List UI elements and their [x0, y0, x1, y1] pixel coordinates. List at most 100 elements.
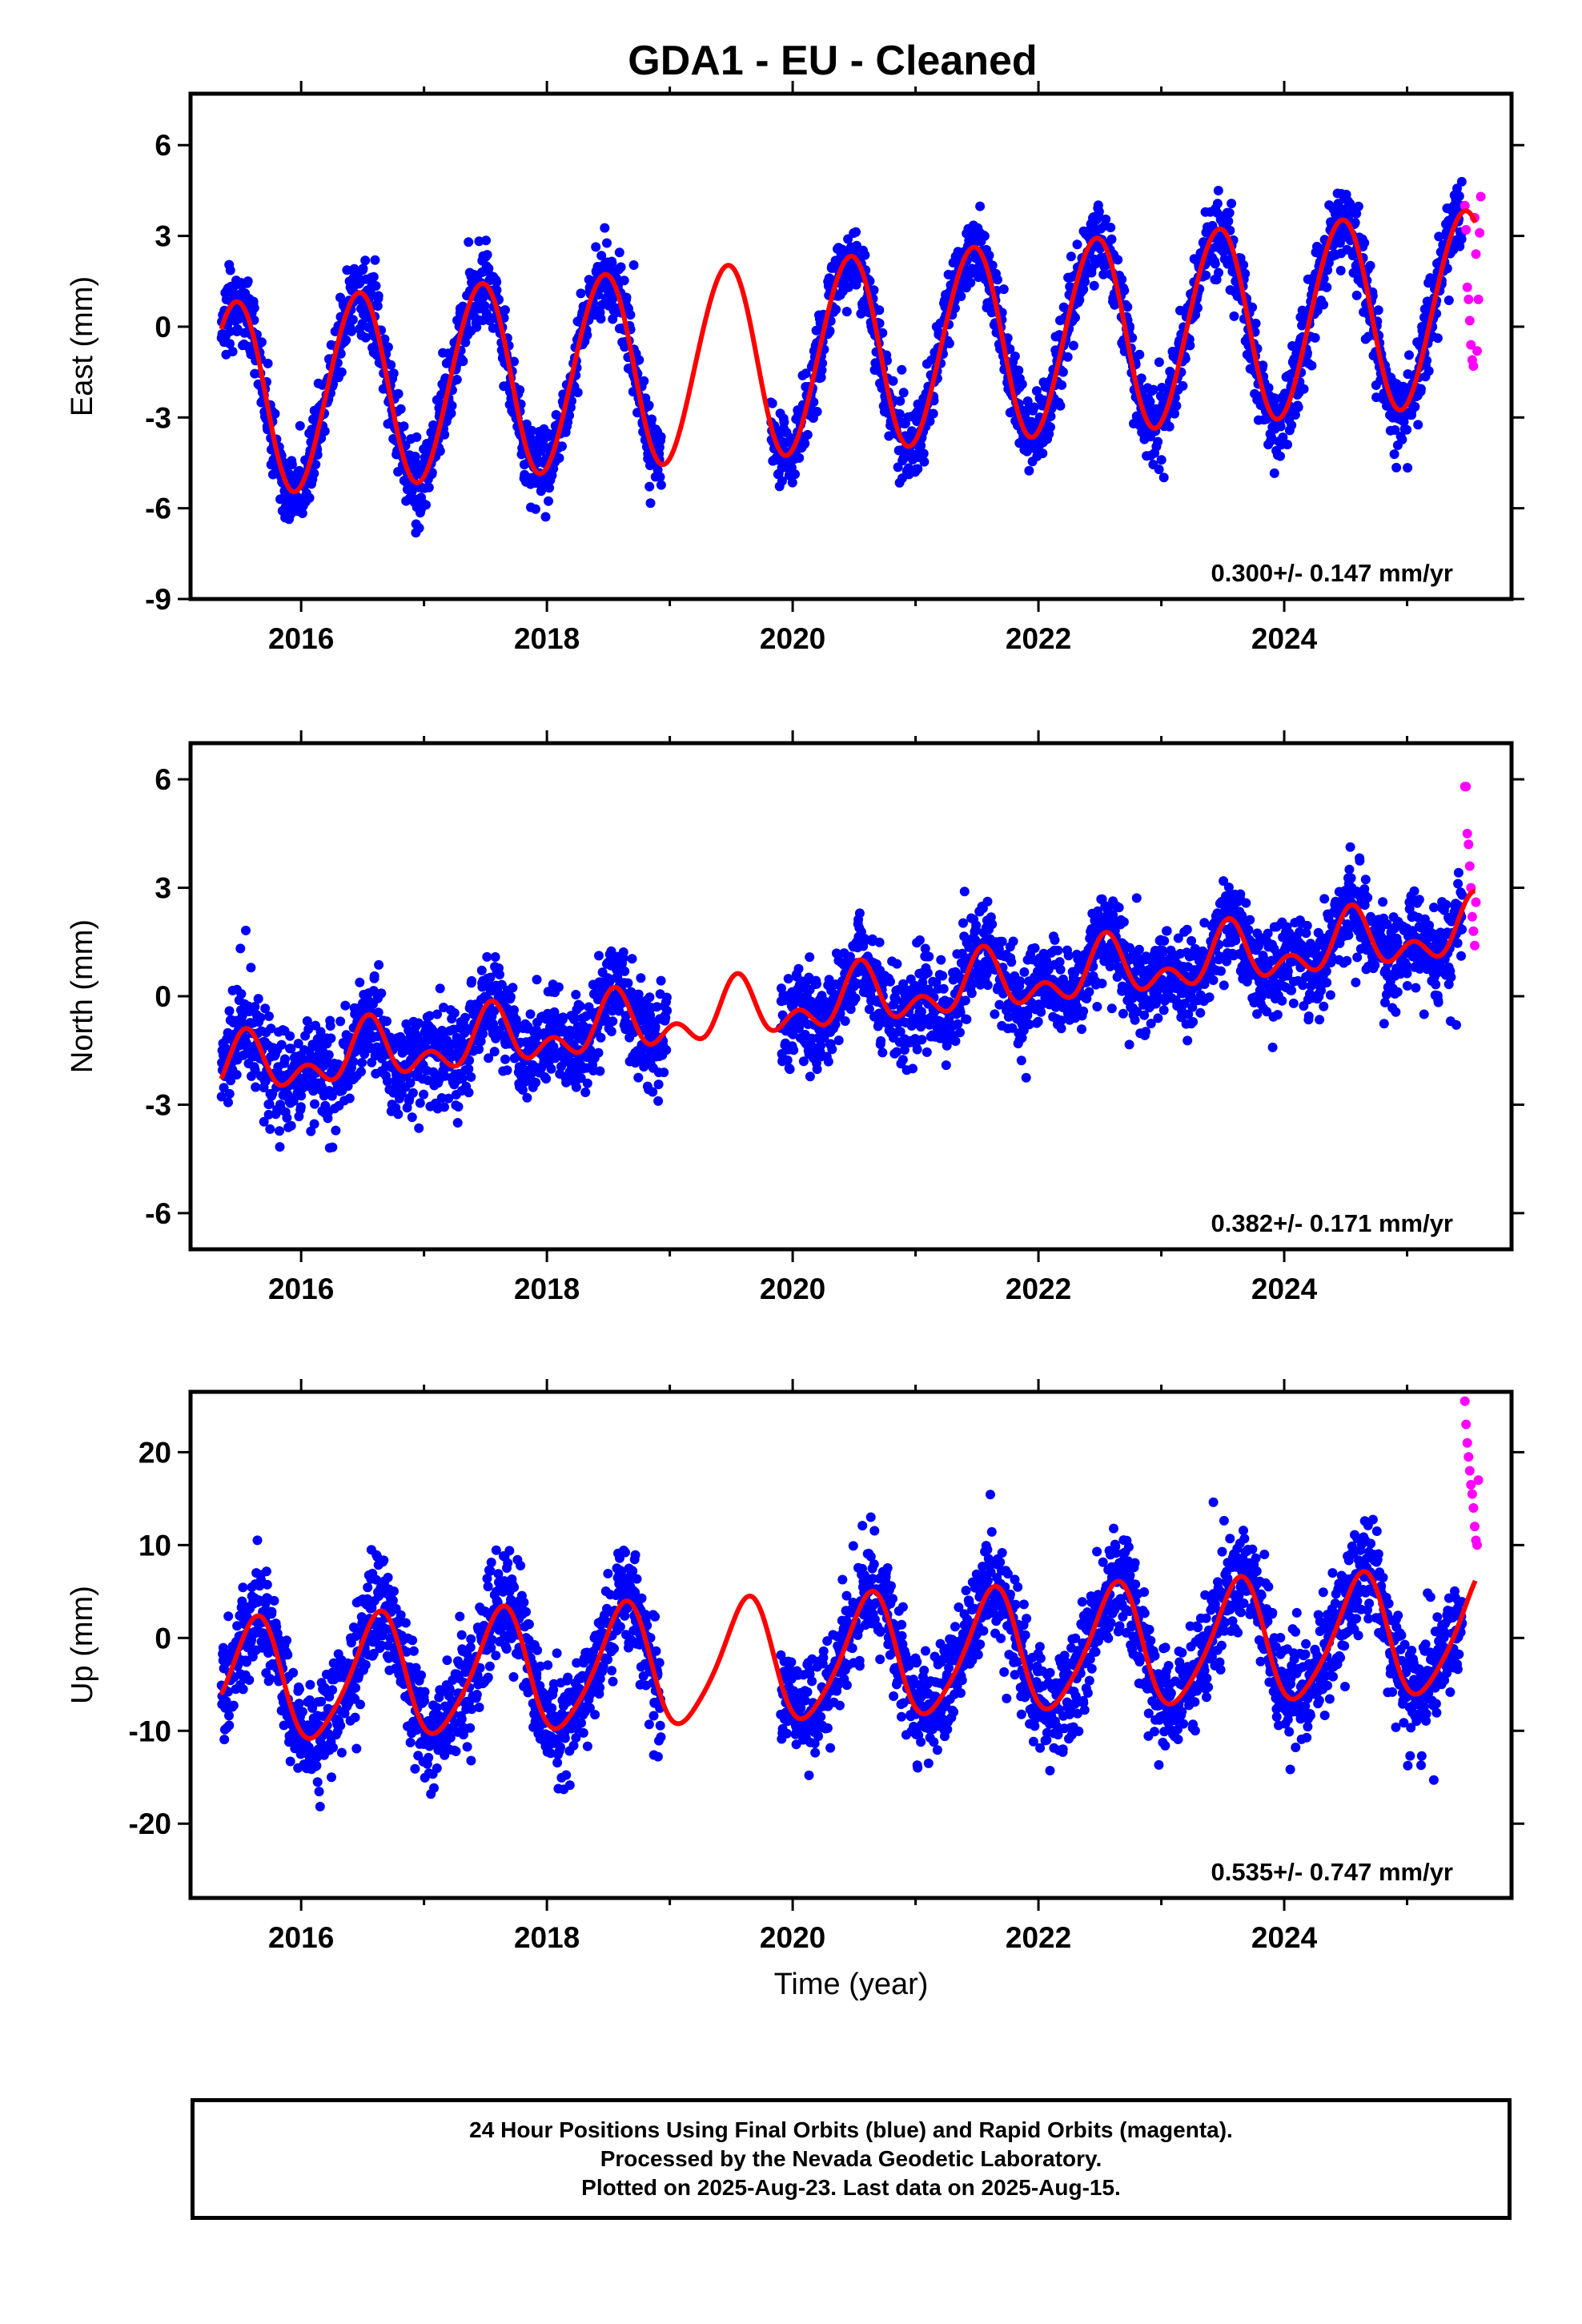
data-point — [619, 275, 629, 286]
data-point — [1322, 282, 1332, 292]
data-point — [1148, 384, 1158, 395]
data-point — [627, 954, 637, 964]
data-point — [396, 404, 406, 414]
data-point — [370, 255, 380, 265]
data-point — [500, 305, 510, 316]
data-point — [566, 1031, 576, 1041]
data-point — [382, 1016, 391, 1027]
data-point — [1275, 451, 1285, 461]
data-point — [1455, 241, 1465, 251]
data-point — [1050, 935, 1060, 945]
data-point — [830, 990, 841, 999]
data-point — [1365, 260, 1375, 271]
data-point — [541, 1074, 552, 1084]
data-point — [1033, 1016, 1043, 1027]
data-point — [303, 1024, 314, 1035]
data-point — [1164, 421, 1174, 432]
data-point — [480, 301, 490, 311]
data-point — [366, 288, 376, 299]
data-point — [899, 1045, 909, 1055]
y-tick-label: 6 — [155, 129, 171, 162]
data-point — [874, 937, 885, 947]
data-point — [452, 375, 462, 384]
data-point — [1019, 967, 1030, 977]
data-point — [812, 1064, 822, 1075]
data-point — [854, 908, 865, 919]
data-point — [1008, 936, 1018, 947]
data-point — [241, 925, 251, 935]
data-point — [347, 326, 357, 336]
data-point — [1275, 421, 1286, 432]
data-point — [831, 948, 841, 959]
data-point — [492, 277, 502, 287]
data-point — [1078, 284, 1089, 295]
data-point — [1180, 353, 1191, 364]
data-point — [1010, 351, 1020, 361]
data-point — [650, 1022, 661, 1032]
data-point — [327, 1142, 338, 1152]
data-point — [1223, 216, 1234, 227]
data-point — [633, 1072, 644, 1083]
data-point — [478, 1029, 488, 1039]
final-orbit-points — [216, 176, 1468, 538]
data-point — [1106, 1003, 1117, 1014]
data-point — [413, 1018, 424, 1028]
data-point — [308, 1086, 319, 1096]
data-point — [608, 294, 617, 304]
data-point — [246, 963, 256, 973]
data-point — [636, 973, 646, 983]
data-point — [484, 1053, 494, 1063]
data-point — [575, 1001, 585, 1011]
data-point — [580, 1088, 591, 1097]
plot-frame — [188, 91, 1514, 601]
data-point — [509, 1005, 519, 1015]
data-point — [383, 342, 393, 352]
data-point — [357, 1058, 367, 1068]
data-point — [505, 991, 516, 1002]
data-point — [959, 887, 970, 897]
data-point — [801, 368, 811, 379]
data-point — [373, 291, 383, 301]
data-point — [421, 500, 431, 510]
data-point — [1036, 1007, 1046, 1017]
data-point — [249, 303, 259, 313]
data-point — [414, 523, 424, 533]
data-point — [572, 388, 583, 398]
data-point — [914, 935, 925, 945]
data-point — [428, 1067, 439, 1077]
data-point — [634, 355, 644, 365]
data-point — [467, 975, 477, 986]
data-point — [831, 304, 841, 315]
data-point — [343, 1081, 353, 1092]
data-point — [304, 493, 315, 503]
data-point — [419, 1089, 429, 1100]
data-point — [921, 1047, 932, 1057]
data-point — [373, 1007, 383, 1018]
data-point — [474, 1044, 484, 1055]
data-point — [1350, 218, 1360, 227]
data-point — [1134, 349, 1145, 360]
data-point — [440, 1102, 449, 1112]
data-point — [275, 1142, 285, 1152]
data-point — [917, 1007, 926, 1017]
data-point — [1214, 267, 1223, 278]
data-point — [1239, 259, 1249, 270]
data-point — [508, 983, 518, 993]
data-point — [309, 468, 319, 479]
data-point — [523, 1022, 533, 1032]
data-point — [962, 1014, 972, 1024]
data-point — [1113, 255, 1123, 265]
data-point — [484, 263, 494, 274]
data-point — [787, 477, 797, 488]
data-point — [1415, 384, 1426, 394]
data-point — [1022, 446, 1032, 456]
data-point — [850, 993, 861, 1003]
data-point — [531, 504, 540, 514]
data-point — [427, 468, 437, 478]
rapid-data-point — [1466, 340, 1476, 350]
data-point — [1297, 320, 1307, 331]
data-point — [843, 234, 853, 244]
data-point — [895, 396, 905, 406]
data-point — [1251, 318, 1261, 328]
data-point — [306, 1126, 316, 1136]
